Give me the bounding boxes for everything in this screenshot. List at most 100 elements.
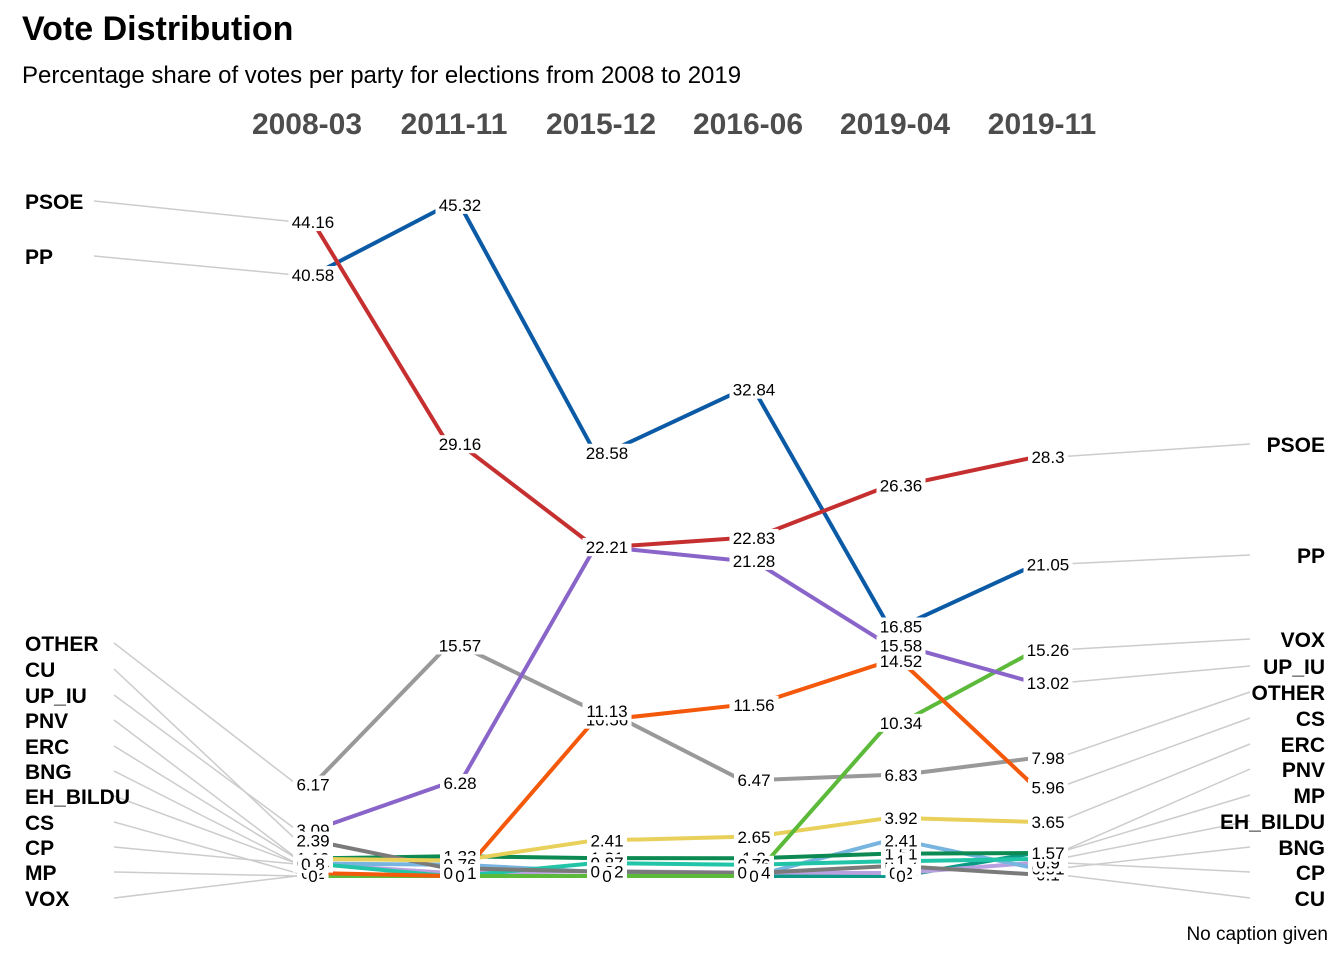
right-connector-cp xyxy=(1057,861,1251,873)
value-label-up-iu-2: 22.21 xyxy=(586,538,629,557)
left-label-eh_bildu: EH_BILDU xyxy=(25,786,130,809)
series-line-cu-5 xyxy=(900,864,1037,877)
series-line-eh-bildu-4 xyxy=(753,859,890,867)
year-header-2019-04: 2019-04 xyxy=(840,108,950,141)
value-bg-psoe-3 xyxy=(729,528,779,547)
series-line-pp-5 xyxy=(900,562,1037,629)
value-label-bng-4: 2.41 xyxy=(884,831,917,850)
series-line-up-iu-2 xyxy=(458,546,597,784)
left-label-pp: PP xyxy=(25,246,53,269)
year-header-2015-12: 2015-12 xyxy=(546,108,656,141)
value-bg-pp-4 xyxy=(876,617,926,636)
value-bg-up-iu-3 xyxy=(729,551,779,570)
value-bg-other-3 xyxy=(734,771,774,790)
left-connector-pp xyxy=(93,255,298,276)
series-line-up-iu-4 xyxy=(752,559,891,647)
right-connector-other xyxy=(1057,691,1251,759)
value-bg-psoe-4 xyxy=(876,476,926,495)
left-connector-other xyxy=(113,642,298,786)
value-bg-cs-5 xyxy=(1028,778,1068,797)
value-bg-up-iu-4 xyxy=(876,636,926,655)
right-connector-erc xyxy=(1057,743,1251,823)
left-label-cs: CS xyxy=(25,812,54,835)
value-label-other-0: 6.17 xyxy=(296,776,329,795)
left-label-vox: VOX xyxy=(25,888,69,911)
right-connector-up_iu xyxy=(1057,665,1251,684)
series-line-pp-2 xyxy=(458,203,597,454)
value-bg-up-iu-5 xyxy=(1023,674,1073,693)
value-bg-mp-5 xyxy=(1028,843,1068,862)
value-label-mp-3: 0 xyxy=(749,867,758,886)
value-bg-other-4 xyxy=(881,765,921,784)
value-bg-other-2 xyxy=(582,702,632,721)
series-line-other-5 xyxy=(900,755,1037,777)
left-connector-pnv xyxy=(113,719,298,859)
value-label-other-2: 11.13 xyxy=(586,702,627,721)
value-label-psoe-4: 26.36 xyxy=(880,477,923,496)
value-bg-pp-2 xyxy=(582,443,632,462)
value-label-other-1: 15.57 xyxy=(439,636,482,655)
value-bg-mp-1 xyxy=(453,867,467,885)
right-label-cs: CS xyxy=(1296,708,1325,731)
value-bg-pp-3 xyxy=(729,380,779,399)
series-line-pnv-5 xyxy=(900,851,1037,856)
series-line-cs-5 xyxy=(899,659,1038,790)
value-label-pp-0: 40.58 xyxy=(292,266,335,285)
value-bg-up-iu-2 xyxy=(582,538,632,557)
value-label-cu-0: 2.39 xyxy=(296,832,329,851)
value-bg-erc-4 xyxy=(881,808,921,827)
year-header-2011-11: 2011-11 xyxy=(401,108,508,141)
year-header-2016-06: 2016-06 xyxy=(693,108,803,141)
value-label-pp-3: 32.84 xyxy=(733,381,776,400)
value-label-mp-4: 0 xyxy=(896,867,905,886)
left-connector-eh_bildu xyxy=(113,795,298,865)
year-header-2008-03: 2008-03 xyxy=(252,108,362,141)
value-label-mp-1: 0 xyxy=(455,867,464,886)
value-bg-erc-5 xyxy=(1028,812,1068,831)
left-label-pnv: PNV xyxy=(25,710,68,733)
left-label-bng: BNG xyxy=(25,761,72,784)
value-label-vox-5: 15.26 xyxy=(1027,641,1070,660)
year-header-2019-11: 2019-11 xyxy=(988,108,1096,141)
right-connector-bng xyxy=(1057,846,1251,870)
value-label-up-iu-4: 15.58 xyxy=(880,636,923,655)
series-line-erc-5 xyxy=(900,815,1037,824)
right-label-erc: ERC xyxy=(1281,734,1325,757)
right-label-mp: MP xyxy=(1294,785,1326,808)
value-bg-vox-4 xyxy=(876,713,926,732)
series-line-psoe-2 xyxy=(458,442,597,549)
right-label-vox: VOX xyxy=(1281,629,1325,652)
series-line-pnv-4 xyxy=(753,851,890,861)
value-label-cs-3: 11.56 xyxy=(733,696,774,715)
value-bg-other-5 xyxy=(1028,748,1068,767)
series-line-cs-2 xyxy=(458,718,597,878)
value-label-erc-2: 2.41 xyxy=(590,831,623,850)
value-label-up-iu-5: 13.02 xyxy=(1027,674,1070,693)
series-line-erc-1 xyxy=(312,856,449,863)
right-label-pp: PP xyxy=(1297,545,1325,568)
right-connector-vox xyxy=(1057,638,1251,651)
value-label-other-3: 6.47 xyxy=(737,771,770,790)
value-bg-psoe-5 xyxy=(1028,447,1068,466)
value-bg-up-iu-1 xyxy=(440,774,480,793)
value-bg-other-1 xyxy=(435,636,485,655)
value-label-psoe-5: 28.3 xyxy=(1031,448,1064,467)
value-bg-bng-4 xyxy=(881,831,921,850)
left-connector-up_iu xyxy=(113,694,298,831)
series-line-up-iu-1 xyxy=(312,781,449,833)
value-bg-cs-4 xyxy=(876,651,926,670)
value-label-up-iu-3: 21.28 xyxy=(733,552,776,571)
chart-caption: No caption given xyxy=(1186,924,1328,945)
left-label-cp: CP xyxy=(25,837,54,860)
value-label-psoe-1: 29.16 xyxy=(439,435,482,454)
value-label-erc-3: 2.65 xyxy=(737,828,770,847)
value-label-up-iu-1: 6.28 xyxy=(443,774,476,793)
left-connector-vox xyxy=(113,875,298,899)
value-label-erc-4: 3.92 xyxy=(884,809,917,828)
right-label-up_iu: UP_IU xyxy=(1263,656,1325,679)
left-label-other: OTHER xyxy=(25,633,99,656)
value-label-psoe-0: 44.16 xyxy=(292,213,335,232)
right-label-other: OTHER xyxy=(1252,682,1326,705)
series-line-eh-bildu-5 xyxy=(900,856,1037,864)
right-label-eh_bildu: EH_BILDU xyxy=(1220,811,1325,834)
